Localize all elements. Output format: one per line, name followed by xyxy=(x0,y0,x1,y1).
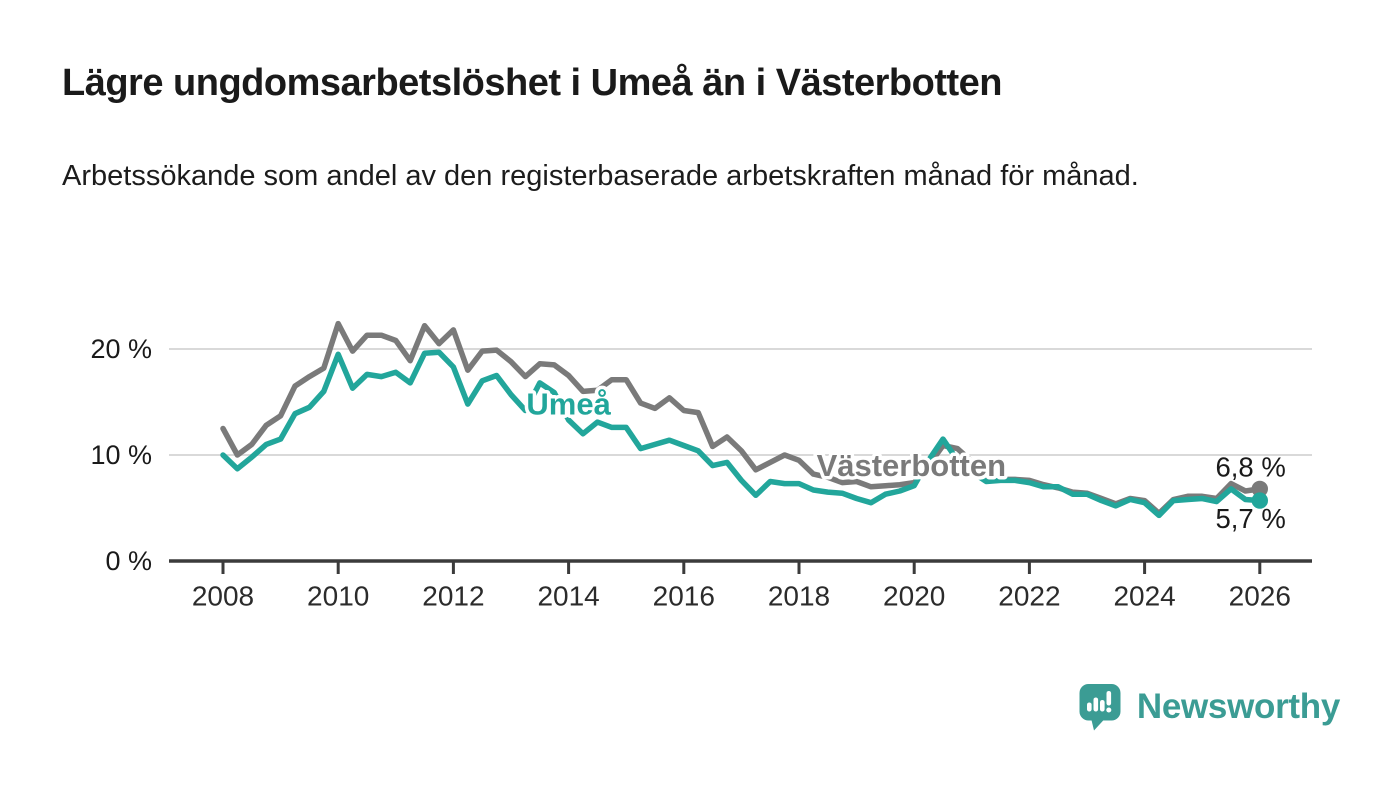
speech-bubble-bar-chart-icon xyxy=(1079,684,1121,731)
y-tick-label-0: 0 % xyxy=(105,546,152,576)
series-label-umea: Umeå xyxy=(526,387,611,422)
x-tick-label-2018: 2018 xyxy=(768,581,830,612)
x-tick-label-2016: 2016 xyxy=(653,581,715,612)
x-tick-label-2012: 2012 xyxy=(422,581,484,612)
series-label-vasterbotten: Västerbotten xyxy=(817,448,1006,483)
series-line-vasterbotten xyxy=(220,320,1263,517)
x-tick-label-2024: 2024 xyxy=(1113,581,1175,612)
y-tick-label-20: 20 % xyxy=(90,334,152,364)
x-tick-label-2014: 2014 xyxy=(537,581,599,612)
series-end-dot-umea xyxy=(1251,492,1269,509)
chart-subtitle: Arbetssökande som andel av den registerb… xyxy=(62,160,1139,192)
end-value-label-umea: 5,7 % xyxy=(1215,503,1285,534)
y-tick-label-10: 10 % xyxy=(90,440,152,470)
series-end-dot-vasterbotten xyxy=(1251,480,1269,498)
x-tick-label-2008: 2008 xyxy=(192,581,254,612)
logo-text: Newsworthy xyxy=(1136,687,1340,726)
x-tick-label-2020: 2020 xyxy=(883,581,945,612)
logo: Newsworthy xyxy=(1078,682,1340,732)
x-tick-label-2010: 2010 xyxy=(307,581,369,612)
end-value-label-vasterbotten: 6,8 % xyxy=(1215,451,1285,482)
x-tick-label-2022: 2022 xyxy=(998,581,1060,612)
page-title: Lägre ungdomsarbetslöshet i Umeå än i Vä… xyxy=(62,62,1003,104)
series-line-umea xyxy=(220,349,1263,519)
x-tick-label-2026: 2026 xyxy=(1229,581,1291,612)
